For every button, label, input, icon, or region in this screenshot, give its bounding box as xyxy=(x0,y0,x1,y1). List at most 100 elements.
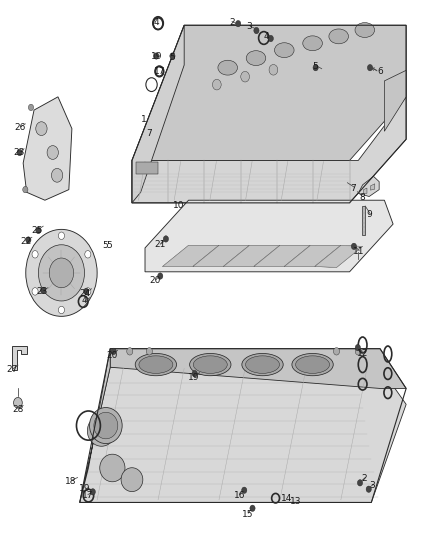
Circle shape xyxy=(357,480,363,486)
Text: 27: 27 xyxy=(7,366,18,374)
Circle shape xyxy=(85,288,91,295)
Circle shape xyxy=(333,348,339,355)
Polygon shape xyxy=(362,206,365,235)
Circle shape xyxy=(41,287,46,294)
Text: 13: 13 xyxy=(290,497,302,506)
Polygon shape xyxy=(358,176,379,197)
Circle shape xyxy=(47,146,58,159)
Polygon shape xyxy=(162,245,219,266)
Text: 3: 3 xyxy=(247,22,252,31)
Circle shape xyxy=(212,79,221,90)
Text: 20: 20 xyxy=(107,351,118,360)
Circle shape xyxy=(28,104,34,111)
Text: 5: 5 xyxy=(170,53,175,62)
Text: 5: 5 xyxy=(312,62,318,71)
Circle shape xyxy=(111,348,116,354)
Text: 18: 18 xyxy=(65,477,77,486)
Polygon shape xyxy=(315,245,363,268)
Circle shape xyxy=(351,243,357,249)
Ellipse shape xyxy=(193,356,227,373)
Polygon shape xyxy=(284,245,341,266)
Text: 4: 4 xyxy=(263,33,269,42)
Circle shape xyxy=(36,122,47,135)
Polygon shape xyxy=(364,188,367,193)
Circle shape xyxy=(49,258,74,288)
Circle shape xyxy=(51,168,63,182)
Text: 5: 5 xyxy=(106,241,112,250)
Text: 2: 2 xyxy=(361,474,367,483)
Circle shape xyxy=(158,273,163,279)
Polygon shape xyxy=(80,349,110,503)
Text: 20: 20 xyxy=(149,276,161,285)
Ellipse shape xyxy=(355,22,374,37)
Ellipse shape xyxy=(242,353,283,376)
Text: 28: 28 xyxy=(12,405,24,414)
Polygon shape xyxy=(23,97,72,200)
Circle shape xyxy=(313,64,318,71)
Polygon shape xyxy=(110,349,406,389)
Ellipse shape xyxy=(135,353,177,376)
Text: 12: 12 xyxy=(357,350,368,359)
Circle shape xyxy=(242,487,247,494)
Circle shape xyxy=(26,229,97,317)
Text: 22: 22 xyxy=(21,237,32,246)
Text: 17: 17 xyxy=(154,67,165,76)
Circle shape xyxy=(32,288,38,295)
Circle shape xyxy=(163,236,169,242)
Polygon shape xyxy=(132,25,184,203)
Circle shape xyxy=(85,251,91,258)
Polygon shape xyxy=(132,25,406,160)
Ellipse shape xyxy=(94,413,118,439)
Circle shape xyxy=(170,53,175,59)
Ellipse shape xyxy=(139,356,173,373)
Ellipse shape xyxy=(303,36,322,51)
Text: 6: 6 xyxy=(377,67,383,76)
Text: 2: 2 xyxy=(229,18,235,27)
Polygon shape xyxy=(254,245,311,266)
Circle shape xyxy=(366,486,371,492)
Circle shape xyxy=(23,187,28,193)
Text: 19: 19 xyxy=(79,483,91,492)
Circle shape xyxy=(58,232,64,239)
Text: 11: 11 xyxy=(353,247,364,256)
Circle shape xyxy=(355,344,360,351)
Ellipse shape xyxy=(121,468,143,491)
Circle shape xyxy=(127,348,133,355)
Ellipse shape xyxy=(246,51,266,66)
Circle shape xyxy=(36,227,41,233)
Text: 9: 9 xyxy=(366,210,372,219)
Text: 26: 26 xyxy=(15,123,26,132)
Circle shape xyxy=(146,348,152,355)
Text: 8: 8 xyxy=(359,193,364,202)
Circle shape xyxy=(14,398,22,408)
Ellipse shape xyxy=(190,353,231,376)
Text: 15: 15 xyxy=(242,510,254,519)
Ellipse shape xyxy=(292,353,333,376)
Text: 4: 4 xyxy=(154,18,159,27)
Circle shape xyxy=(268,35,273,42)
Polygon shape xyxy=(12,346,27,370)
Polygon shape xyxy=(385,70,406,131)
Text: 25: 25 xyxy=(32,226,43,235)
Text: 4: 4 xyxy=(81,296,87,305)
Circle shape xyxy=(241,71,250,82)
Circle shape xyxy=(32,251,38,258)
Polygon shape xyxy=(193,245,250,266)
Ellipse shape xyxy=(87,416,116,446)
Polygon shape xyxy=(132,97,406,203)
Circle shape xyxy=(192,370,197,377)
Text: 7: 7 xyxy=(146,130,152,139)
Text: 21: 21 xyxy=(155,240,166,249)
Text: 7: 7 xyxy=(350,183,356,192)
Text: 24: 24 xyxy=(80,288,91,297)
Ellipse shape xyxy=(296,356,329,373)
Ellipse shape xyxy=(246,356,279,373)
Circle shape xyxy=(250,505,255,512)
Text: 3: 3 xyxy=(370,481,375,490)
Text: 16: 16 xyxy=(234,491,245,500)
Circle shape xyxy=(17,149,22,156)
Circle shape xyxy=(58,306,64,314)
Polygon shape xyxy=(80,367,406,503)
Text: 14: 14 xyxy=(281,494,292,503)
Ellipse shape xyxy=(275,43,294,58)
